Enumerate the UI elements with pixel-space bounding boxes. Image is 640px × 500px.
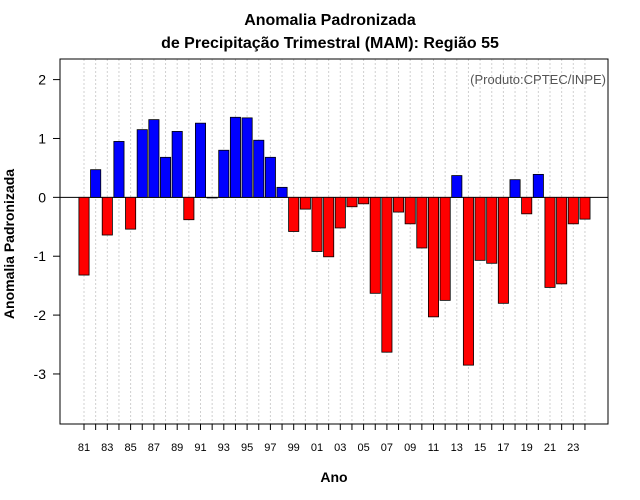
bar: [334, 196, 346, 229]
bar: [462, 196, 474, 366]
bar: [556, 196, 568, 285]
bar: [276, 186, 288, 198]
x-axis: 81 83 85 87 89 91 93 95 97 99 01 03 05 07 09 11 13 15 17 19…: [78, 424, 586, 454]
y-tick-label: -2: [34, 307, 47, 323]
x-tick-label: 09: [404, 442, 416, 454]
y-tick-label: -3: [34, 366, 47, 382]
x-tick-label: 17: [497, 442, 509, 454]
bar: [136, 129, 148, 198]
x-tick-label: 93: [218, 442, 230, 454]
bar: [427, 196, 439, 318]
bar: [183, 196, 195, 221]
bar: [113, 141, 125, 198]
bar: [101, 196, 113, 236]
bars: [78, 116, 591, 366]
x-tick-label: 95: [241, 442, 253, 454]
bar: [439, 196, 451, 301]
y-axis-label: Anomalia Padronizada: [1, 169, 17, 319]
bar: [486, 196, 498, 264]
bar: [509, 179, 521, 198]
x-tick-label: 89: [171, 442, 183, 454]
x-tick-label: 97: [264, 442, 276, 454]
x-tick-label: 07: [381, 442, 393, 454]
bar: [206, 196, 218, 199]
bar: [497, 196, 509, 304]
bar: [544, 196, 556, 288]
plot-frame: [59, 58, 609, 425]
bar: [194, 122, 206, 198]
bar: [451, 175, 463, 198]
x-tick-label: 13: [451, 442, 463, 454]
bar: [404, 196, 416, 225]
x-tick-label: 15: [474, 442, 486, 454]
bar: [346, 196, 358, 208]
x-tick-label: 99: [288, 442, 300, 454]
bar: [393, 196, 405, 213]
grid: [83, 59, 586, 424]
x-tick-label: 05: [357, 442, 369, 454]
bar: [299, 196, 311, 210]
bar: [90, 169, 102, 198]
bar: [579, 196, 591, 220]
credit-annotation: (Produto:CPTEC/INPE): [470, 72, 606, 87]
y-tick-label: 2: [38, 72, 46, 88]
bar: [229, 116, 241, 198]
bar: [125, 196, 137, 230]
bar: [311, 196, 323, 252]
bar: [160, 156, 172, 198]
bar: [416, 196, 428, 249]
bar: [474, 196, 486, 261]
bar: [288, 196, 300, 232]
x-tick-label: 23: [567, 442, 579, 454]
x-axis-label: Ano: [320, 469, 347, 485]
x-tick-label: 91: [194, 442, 206, 454]
y-tick-label: 0: [38, 189, 46, 205]
x-tick-label: 21: [544, 442, 556, 454]
bar: [358, 196, 370, 205]
bar: [323, 196, 335, 258]
bar: [521, 196, 533, 215]
x-tick-label: 83: [101, 442, 113, 454]
bar: [369, 196, 381, 294]
bar: [218, 149, 230, 198]
bar: [171, 131, 183, 198]
y-tick-label: -1: [34, 248, 47, 264]
bar: [78, 196, 90, 276]
chart-title: Anomalia Padronizada: [244, 12, 416, 29]
x-tick-label: 01: [311, 442, 323, 454]
bar: [567, 196, 579, 225]
bar: [148, 119, 160, 198]
chart-subtitle: de Precipitação Trimestral (MAM): Região…: [161, 35, 499, 52]
bar: [241, 117, 253, 198]
y-tick-label: 1: [38, 130, 46, 146]
x-tick-label: 87: [148, 442, 160, 454]
x-tick-label: 81: [78, 442, 90, 454]
bar: [253, 139, 265, 198]
x-tick-label: 03: [334, 442, 346, 454]
bar: [532, 173, 544, 198]
x-tick-label: 85: [124, 442, 136, 454]
bar: [264, 156, 276, 198]
y-axis: -3 -2 -1 0 1 2: [34, 72, 60, 382]
x-tick-label: 11: [428, 442, 439, 454]
bar: [381, 196, 393, 353]
x-tick-label: 19: [521, 442, 533, 454]
